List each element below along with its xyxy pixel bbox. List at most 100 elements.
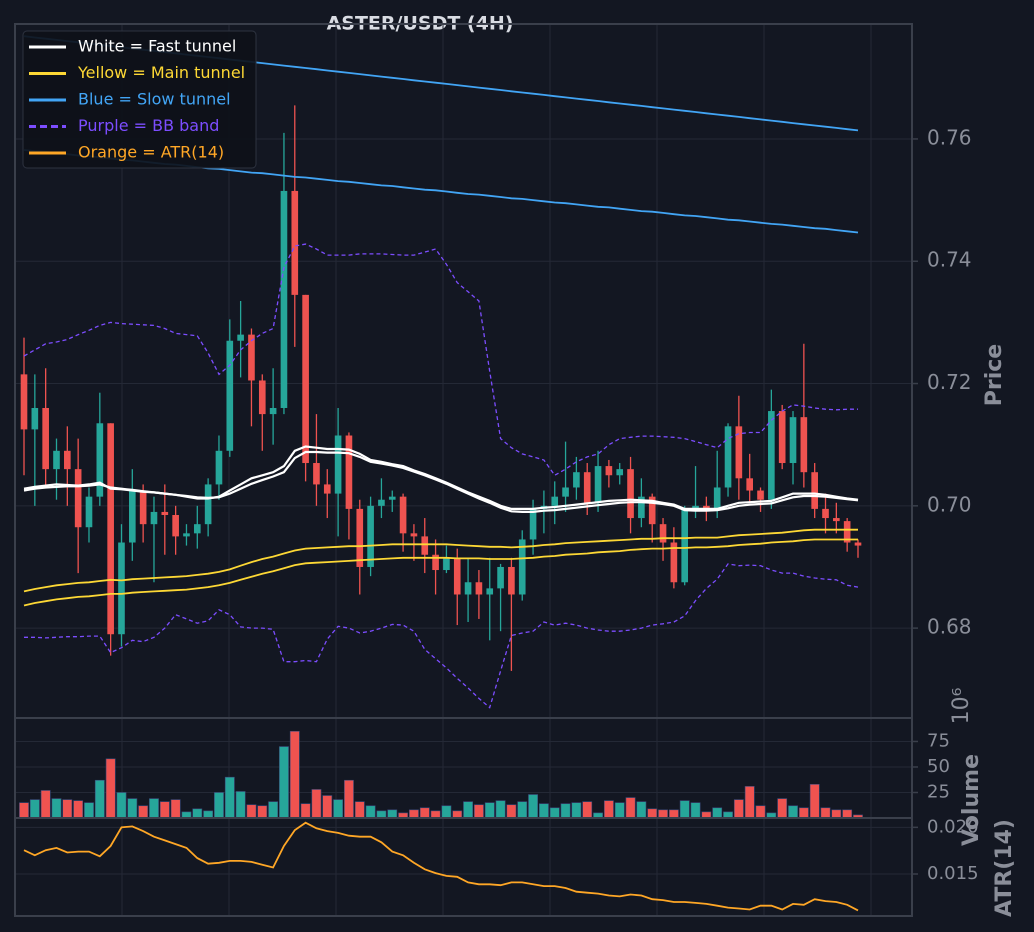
volume-bar xyxy=(127,798,138,819)
candle-body xyxy=(497,566,504,589)
series-line xyxy=(23,528,858,593)
candle-body xyxy=(822,508,829,519)
volume-bar xyxy=(582,801,593,819)
volume-bar xyxy=(289,730,300,819)
candle-body xyxy=(269,407,277,415)
candle-body xyxy=(64,450,71,470)
volume-bar xyxy=(658,809,668,819)
candle-body xyxy=(323,484,331,494)
legend-label: Yellow = Main tunnel xyxy=(77,63,245,82)
candle-body xyxy=(583,472,591,503)
volume-bar xyxy=(636,801,647,819)
volume-bar xyxy=(625,797,636,819)
legend-label: Blue = Slow tunnel xyxy=(78,90,231,109)
candle-body xyxy=(789,417,797,464)
candle-body xyxy=(594,466,602,503)
volume-bar xyxy=(203,810,214,819)
volume-bar xyxy=(311,789,322,819)
candle-body xyxy=(638,496,645,519)
candle-body xyxy=(118,542,125,635)
legend-box xyxy=(22,30,257,169)
volume-bar xyxy=(463,801,473,819)
candle-body xyxy=(475,582,483,595)
volume-bar xyxy=(506,804,517,819)
candle-body xyxy=(53,450,60,470)
candle-body xyxy=(172,514,179,537)
candle-body xyxy=(573,472,580,488)
candle-body xyxy=(508,566,515,595)
y-tick-label: 0.68 xyxy=(927,615,972,639)
volume-bar xyxy=(452,810,463,819)
volume-bar xyxy=(376,810,387,819)
volume-bar xyxy=(73,800,84,819)
volume-bar xyxy=(820,807,831,819)
volume-bar xyxy=(84,802,94,819)
candle-body xyxy=(128,490,136,543)
candle-body xyxy=(811,472,818,509)
candle-body xyxy=(670,542,678,583)
volume-bar xyxy=(474,804,484,819)
volume-bar xyxy=(51,798,62,819)
candle-body xyxy=(843,521,851,543)
candle-body xyxy=(313,463,320,485)
candle-body xyxy=(367,505,374,567)
volume-bar xyxy=(430,810,441,819)
y-tick-label: 0.020 xyxy=(927,816,979,837)
volume-bar xyxy=(549,807,560,819)
volume-bar xyxy=(733,799,744,819)
candle-body xyxy=(215,450,223,485)
volume-bar xyxy=(322,795,333,819)
legend-label: Orange = ATR(14) xyxy=(78,143,224,162)
candle-body xyxy=(692,505,699,509)
candle-body xyxy=(410,533,418,537)
volume-bar xyxy=(517,801,528,819)
candle-body xyxy=(74,469,82,528)
candle-body xyxy=(833,518,840,522)
candle-body xyxy=(183,533,190,537)
candle-body xyxy=(107,423,114,635)
panel: 0.68 0.70 0.72 0.74 0.76 Price xyxy=(14,23,1007,719)
candle-body xyxy=(302,294,309,464)
candle-body xyxy=(85,496,93,528)
candle-body xyxy=(648,496,656,525)
volume-bar xyxy=(105,758,116,819)
volume-bar xyxy=(40,790,51,819)
candle-body xyxy=(378,499,385,506)
candle-body xyxy=(96,423,104,497)
candle-body xyxy=(150,511,158,525)
candle-body xyxy=(161,511,169,515)
volume-bar xyxy=(788,805,798,819)
candle-body xyxy=(605,466,613,476)
candle-body xyxy=(551,496,559,506)
candle-body xyxy=(768,411,775,500)
volume-bar xyxy=(344,779,354,819)
panel-frame xyxy=(14,817,913,917)
volume-bar xyxy=(419,807,430,819)
volume-bar xyxy=(257,805,268,819)
candle-body xyxy=(659,524,667,543)
volume-bar xyxy=(712,807,723,819)
volume-bar xyxy=(809,784,820,819)
candle-body xyxy=(20,374,28,430)
volume-bar xyxy=(214,792,224,819)
series-line xyxy=(24,563,859,709)
y-axis-label: Price xyxy=(982,344,1007,406)
volume-bar xyxy=(560,803,571,819)
volume-bar xyxy=(300,803,311,819)
candle-body xyxy=(237,334,244,341)
panel: 25 50 75 Volume 10⁶ xyxy=(14,687,984,846)
candle-body xyxy=(800,417,808,473)
candle-body xyxy=(334,435,342,494)
volume-bar xyxy=(538,803,549,819)
candle-body xyxy=(42,407,49,470)
volume-bar xyxy=(62,799,73,819)
candle-body xyxy=(356,508,364,567)
volume-bar xyxy=(235,791,246,819)
series-line xyxy=(23,243,858,477)
candle-body xyxy=(627,469,634,519)
candle-body xyxy=(746,478,754,491)
candle-body xyxy=(713,487,721,509)
offset-label: 10⁶ xyxy=(949,687,974,724)
candle-body xyxy=(421,536,429,555)
